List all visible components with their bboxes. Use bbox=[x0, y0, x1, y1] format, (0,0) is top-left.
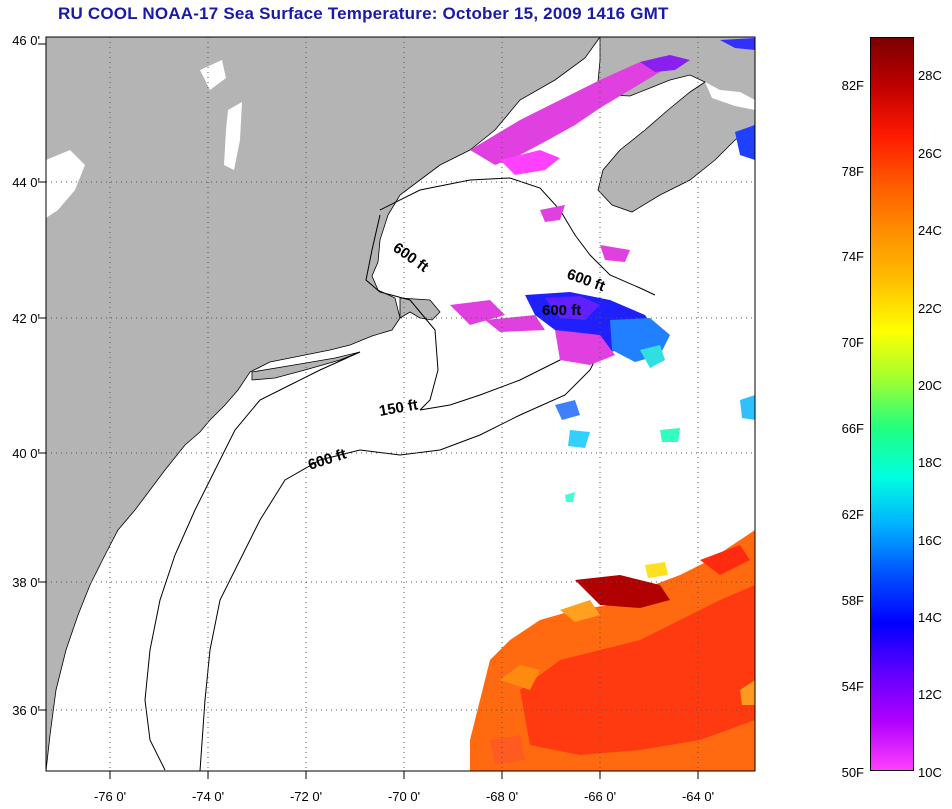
lat-label-36: 36 0' bbox=[12, 703, 40, 718]
lon-label-66: -66 0' bbox=[583, 789, 617, 804]
contour-label-600ft-georges: 600 ft bbox=[542, 302, 581, 319]
sst-data-patches bbox=[450, 38, 755, 771]
lon-label-68: -68 0' bbox=[485, 789, 519, 804]
colorbar-label-78f: 78F bbox=[841, 164, 864, 179]
lon-label-72: -72 0' bbox=[289, 789, 323, 804]
colorbar-label-22c: 22C bbox=[918, 301, 942, 316]
colorbar-label-50f: 50F bbox=[841, 765, 864, 780]
land-long-island bbox=[251, 351, 361, 381]
colorbar-label-62f: 62F bbox=[841, 507, 864, 522]
tick-marks bbox=[38, 43, 699, 779]
lon-label-70: -70 0' bbox=[387, 789, 421, 804]
colorbar-label-12c: 12C bbox=[918, 687, 942, 702]
colorbar-label-26c: 26C bbox=[918, 146, 942, 161]
map-frame bbox=[45, 36, 756, 772]
colorbar-label-82f: 82F bbox=[841, 78, 864, 93]
colorbar-label-24c: 24C bbox=[918, 223, 942, 238]
colorbar-label-54f: 54F bbox=[841, 679, 864, 694]
lat-label-46: 46 0' bbox=[12, 33, 40, 48]
lon-label-74: -74 0' bbox=[191, 789, 225, 804]
bathymetry-contours bbox=[144, 177, 656, 772]
lat-label-42: 42 0' bbox=[12, 311, 40, 326]
lon-label-76: -76 0' bbox=[93, 789, 127, 804]
map-title: RU COOL NOAA-17 Sea Surface Temperature:… bbox=[58, 4, 669, 23]
lat-label-44: 44 0' bbox=[12, 175, 40, 190]
grid-lines bbox=[46, 37, 755, 771]
lon-label-64: -64 0' bbox=[681, 789, 715, 804]
lat-label-38: 38 0' bbox=[12, 575, 40, 590]
colorbar-label-20c: 20C bbox=[918, 378, 942, 393]
colorbar-label-10c: 10C bbox=[918, 765, 942, 780]
temperature-colorbar bbox=[870, 37, 914, 771]
contour-label-150ft: 150 ft bbox=[378, 396, 420, 420]
colorbar-label-28c: 28C bbox=[918, 68, 942, 83]
colorbar-label-58f: 58F bbox=[841, 593, 864, 608]
colorbar-label-16c: 16C bbox=[918, 533, 942, 548]
colorbar-label-74f: 74F bbox=[841, 249, 864, 264]
land-us-northeast bbox=[45, 36, 601, 772]
lat-label-40: 40 0' bbox=[12, 446, 40, 461]
colorbar-label-14c: 14C bbox=[918, 610, 942, 625]
inland-lakes bbox=[46, 60, 755, 615]
colorbar-label-18c: 18C bbox=[918, 455, 942, 470]
colorbar-label-66f: 66F bbox=[841, 421, 864, 436]
colorbar-label-70f: 70F bbox=[841, 335, 864, 350]
